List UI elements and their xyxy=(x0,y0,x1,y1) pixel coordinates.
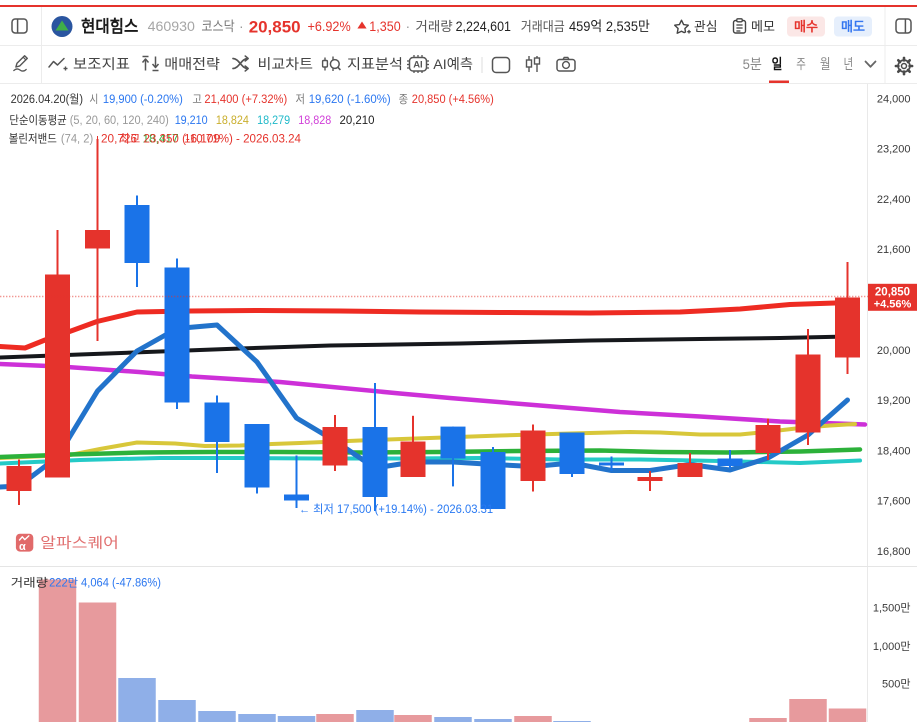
svg-text:19,210: 19,210 xyxy=(175,115,208,127)
svg-text:16,109: 16,109 xyxy=(184,134,220,146)
svg-text:·: · xyxy=(239,18,244,34)
svg-text:(5, 20, 60, 120, 240): (5, 20, 60, 120, 240) xyxy=(70,115,169,127)
svg-text:24,000: 24,000 xyxy=(877,93,911,105)
svg-text:19,620 (-1.60%): 19,620 (-1.60%) xyxy=(309,94,391,106)
svg-text:(74, 2): (74, 2) xyxy=(61,134,93,146)
svg-text:+6.92%: +6.92% xyxy=(308,19,351,34)
svg-text:단순이동평균: 단순이동평균 xyxy=(9,114,66,127)
svg-text:5분: 5분 xyxy=(743,56,762,72)
svg-text:비교차트: 비교차트 xyxy=(258,56,314,72)
svg-text:주: 주 xyxy=(796,56,806,72)
svg-text:23,200: 23,200 xyxy=(877,144,911,156)
svg-text:지표분석: 지표분석 xyxy=(347,56,403,72)
svg-text:459억 2,535만: 459억 2,535만 xyxy=(569,19,650,34)
svg-text:18,417: 18,417 xyxy=(143,134,179,146)
svg-text:+4.56%: +4.56% xyxy=(874,299,912,311)
svg-text:거래량: 거래량 xyxy=(415,19,452,34)
svg-text:AI예측: AI예측 xyxy=(433,56,473,72)
svg-text:18,828: 18,828 xyxy=(298,115,331,127)
svg-text:18,279: 18,279 xyxy=(257,115,290,127)
svg-text:2,224,601: 2,224,601 xyxy=(456,19,511,34)
svg-text:월: 월 xyxy=(820,56,831,72)
svg-text:일: 일 xyxy=(772,56,783,72)
svg-text:매수: 매수 xyxy=(794,19,818,34)
svg-text:년: 년 xyxy=(844,56,854,72)
svg-text:20,210: 20,210 xyxy=(340,115,375,127)
svg-text:1,000만: 1,000만 xyxy=(873,640,911,653)
svg-text:22,400: 22,400 xyxy=(877,194,911,206)
svg-text:1,350: 1,350 xyxy=(369,19,400,34)
svg-text:시: 시 xyxy=(89,93,98,106)
svg-text:17,600: 17,600 xyxy=(877,496,911,508)
svg-text:18,824: 18,824 xyxy=(216,115,250,127)
svg-text:1,500만: 1,500만 xyxy=(873,601,911,614)
svg-text:AI: AI xyxy=(413,60,423,71)
svg-text:코스닥: 코스닥 xyxy=(201,19,234,34)
svg-text:500만: 500만 xyxy=(882,677,910,690)
svg-text:메모: 메모 xyxy=(751,19,775,34)
svg-text:20,850 (+4.56%): 20,850 (+4.56%) xyxy=(412,94,494,106)
svg-text:16,800: 16,800 xyxy=(877,546,911,558)
svg-text:매도: 매도 xyxy=(841,19,865,34)
svg-text:19,200: 19,200 xyxy=(877,395,911,407)
svg-text:관심: 관심 xyxy=(694,19,717,34)
svg-text:222만 4,064 (-47.86%): 222만 4,064 (-47.86%) xyxy=(49,577,161,590)
svg-text:460930: 460930 xyxy=(148,18,196,34)
svg-text:거래량: 거래량 xyxy=(11,577,49,590)
svg-text:18,400: 18,400 xyxy=(877,445,911,457)
svg-text:거래대금: 거래대금 xyxy=(521,19,565,34)
svg-text:볼린저밴드: 볼린저밴드 xyxy=(9,133,57,146)
svg-text:19,900 (-0.20%): 19,900 (-0.20%) xyxy=(103,94,183,106)
svg-text:← 최저 17,500 (+19.14%) - 2026.0: ← 최저 17,500 (+19.14%) - 2026.03.31 xyxy=(299,503,493,516)
svg-text:알파스퀘어: 알파스퀘어 xyxy=(40,535,119,552)
svg-text:보조지표: 보조지표 xyxy=(73,56,130,72)
svg-text:21,600: 21,600 xyxy=(877,244,911,256)
svg-text:매매전략: 매매전략 xyxy=(164,56,220,72)
svg-text:20,000: 20,000 xyxy=(877,345,911,357)
svg-text:α: α xyxy=(19,541,26,553)
svg-text:종: 종 xyxy=(399,94,409,106)
svg-text:20,726: 20,726 xyxy=(101,134,137,146)
svg-text:최고 23,350 (-10.71%) - 2026.03.: 최고 23,350 (-10.71%) - 2026.03.24 xyxy=(119,133,302,146)
svg-text:20,850: 20,850 xyxy=(875,286,910,298)
svg-text:·: · xyxy=(406,18,411,34)
svg-text:저: 저 xyxy=(296,93,306,106)
svg-text:고: 고 xyxy=(192,94,202,106)
svg-text:현대힘스: 현대힘스 xyxy=(81,16,138,36)
svg-text:2026.04.20(월): 2026.04.20(월) xyxy=(11,93,84,106)
svg-text:20,850: 20,850 xyxy=(249,18,301,37)
svg-text:21,400 (+7.32%): 21,400 (+7.32%) xyxy=(204,94,287,106)
